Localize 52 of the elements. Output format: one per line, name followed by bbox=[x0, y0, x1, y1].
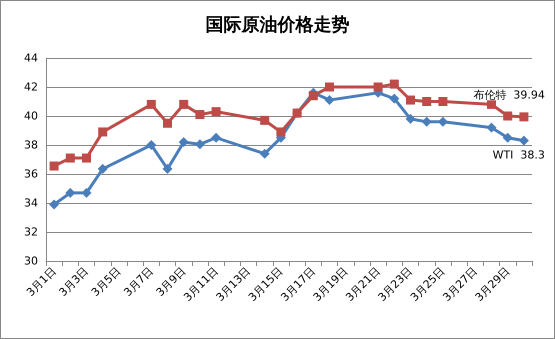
point bbox=[162, 164, 172, 174]
point bbox=[422, 116, 432, 127]
point bbox=[82, 154, 91, 163]
text: WTI 38.3 bbox=[492, 148, 545, 162]
point bbox=[325, 82, 334, 92]
point bbox=[65, 188, 76, 198]
point bbox=[50, 162, 59, 171]
x-tick-label: 3月7日 bbox=[121, 264, 156, 300]
x-tick-label: 3月5日 bbox=[88, 264, 124, 300]
point bbox=[503, 112, 512, 120]
point bbox=[146, 140, 156, 150]
y-tick-label: 38 bbox=[24, 138, 38, 152]
point bbox=[422, 97, 432, 106]
point bbox=[212, 107, 221, 116]
point bbox=[374, 82, 383, 92]
point bbox=[502, 132, 513, 143]
point bbox=[146, 100, 156, 109]
point bbox=[66, 154, 75, 163]
point bbox=[406, 96, 415, 105]
text: 布伦特 39.94 bbox=[473, 88, 545, 102]
point bbox=[486, 122, 496, 133]
point bbox=[518, 136, 529, 146]
point bbox=[211, 132, 222, 143]
point bbox=[260, 148, 270, 159]
point bbox=[276, 127, 286, 136]
point bbox=[49, 199, 60, 210]
y-tick-label: 42 bbox=[24, 80, 38, 94]
point bbox=[438, 97, 448, 106]
point bbox=[179, 100, 188, 109]
point bbox=[406, 114, 416, 124]
point bbox=[178, 137, 189, 148]
point bbox=[438, 116, 448, 127]
point bbox=[308, 91, 318, 100]
x-tick-label: 3月3日 bbox=[56, 264, 92, 300]
y-tick-label: 44 bbox=[24, 52, 38, 64]
y-tick-label: 34 bbox=[24, 196, 38, 210]
point bbox=[195, 110, 204, 120]
point bbox=[487, 100, 496, 109]
y-tick-label: 32 bbox=[24, 226, 38, 238]
y-tick-label: 40 bbox=[24, 110, 38, 122]
point bbox=[260, 116, 270, 125]
point bbox=[194, 139, 205, 150]
point bbox=[390, 80, 399, 89]
point bbox=[389, 94, 400, 104]
point bbox=[519, 112, 528, 122]
point bbox=[82, 188, 92, 198]
point bbox=[324, 95, 334, 106]
point bbox=[98, 127, 108, 136]
y-tick-label: 36 bbox=[24, 168, 38, 180]
chart-title: 国际原油价格走势 bbox=[206, 14, 350, 36]
point bbox=[163, 118, 172, 128]
point bbox=[98, 164, 108, 174]
